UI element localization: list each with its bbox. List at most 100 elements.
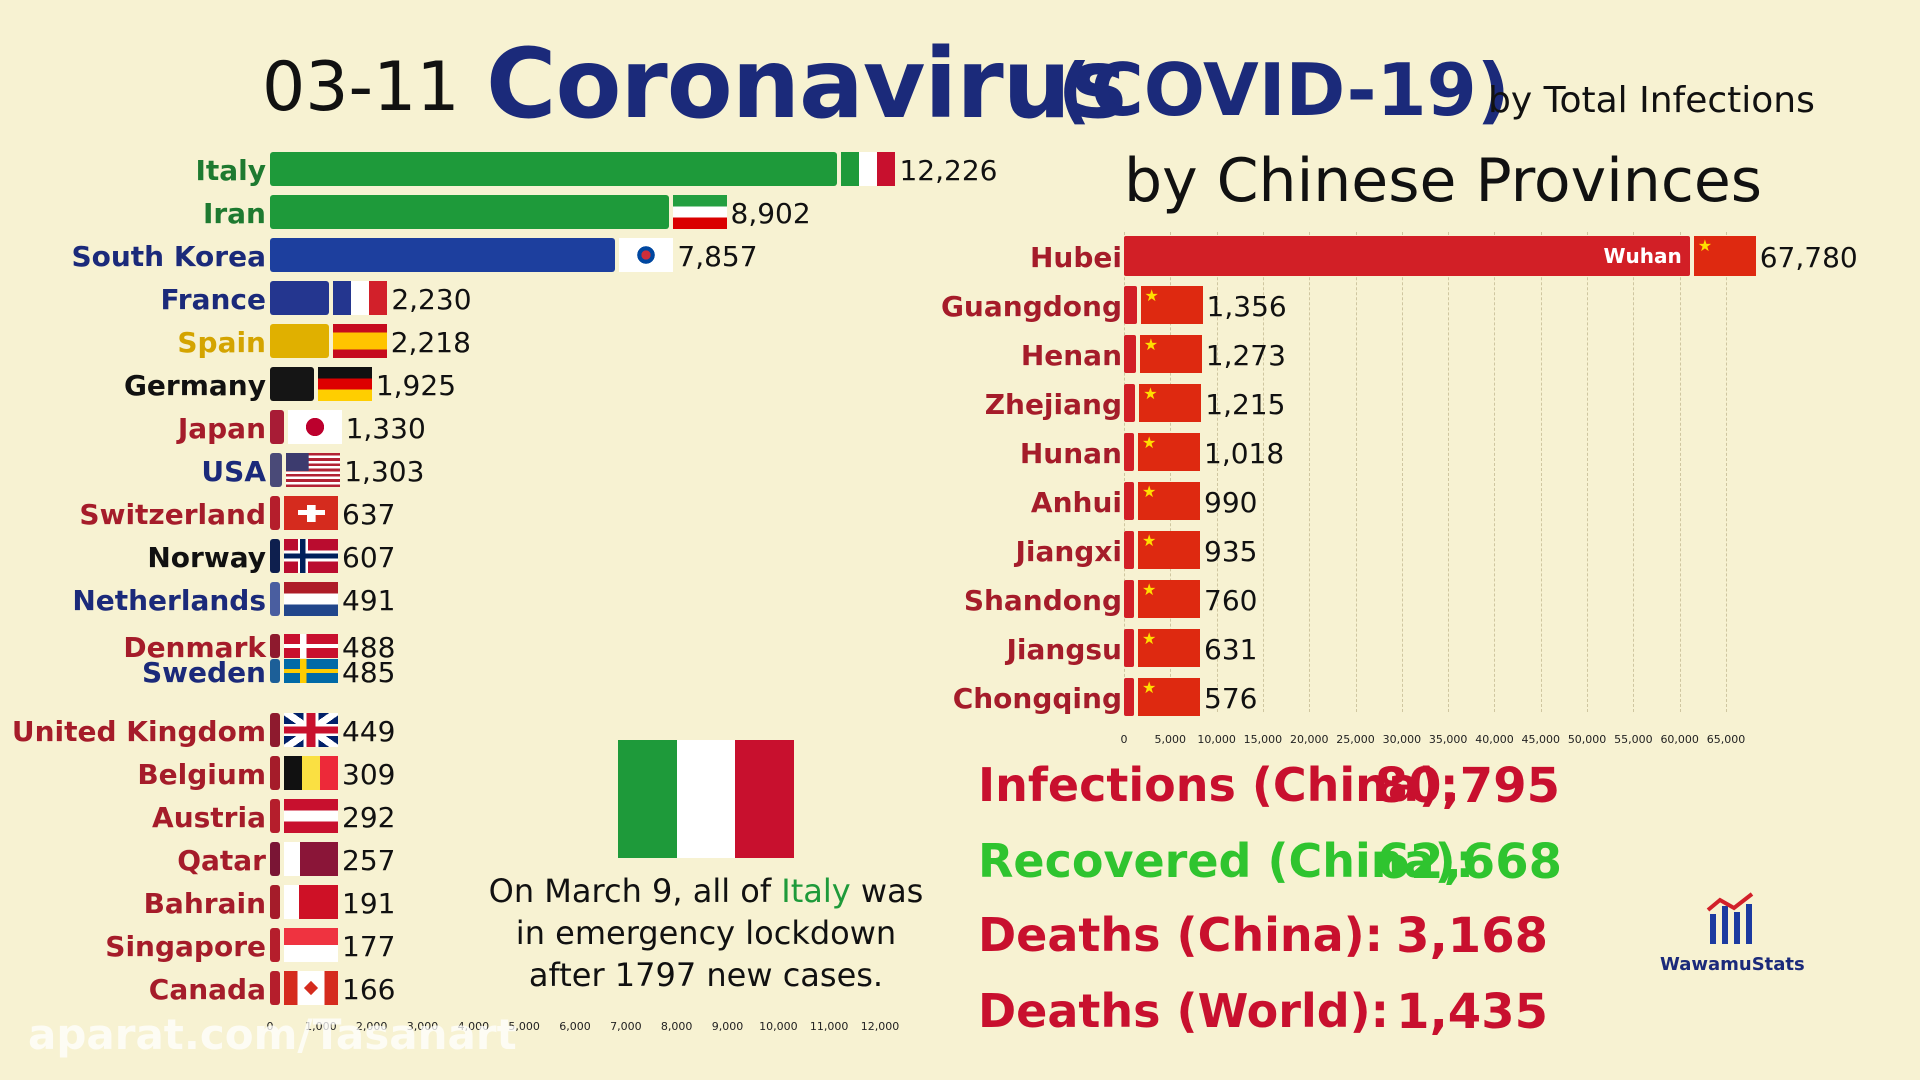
country-label: Iran (202, 197, 266, 230)
belgium-flag-icon (284, 756, 338, 790)
country-label: Austria (152, 801, 266, 834)
country-label: Canada (148, 973, 266, 1006)
province-label: Henan (1020, 339, 1122, 372)
country-bar (270, 496, 280, 530)
country-value: 491 (342, 584, 396, 617)
country-label: France (160, 283, 266, 316)
country-label: Denmark (123, 631, 266, 664)
country-value: 1,925 (375, 369, 457, 402)
country-value: 257 (342, 844, 396, 877)
x-tick-label: 35,000 (1428, 733, 1468, 746)
italy-flag-icon (841, 152, 896, 186)
province-value: 1,215 (1205, 388, 1286, 421)
x-tick-label: 6,000 (559, 1020, 591, 1033)
grid-line (1494, 232, 1496, 712)
united-kingdom-flag-icon (284, 713, 338, 747)
grid-line (1448, 232, 1450, 712)
country-value: 1,330 (345, 412, 426, 445)
qatar-flag-icon (284, 842, 338, 876)
province-label: Guangdong (940, 290, 1122, 323)
star-icon: ★ (1142, 433, 1157, 452)
country-value: 485 (342, 656, 396, 689)
x-tick-label: 0 (1120, 733, 1128, 746)
country-label: Netherlands (72, 584, 266, 617)
grid-line (1216, 232, 1218, 712)
province-value: 1,018 (1204, 437, 1285, 470)
country-value: 309 (342, 758, 396, 791)
province-bar (1124, 629, 1134, 667)
maple-leaf-icon (303, 980, 319, 996)
denmark-flag-icon (284, 634, 338, 658)
stat-label: Deaths (World): (978, 984, 1390, 1038)
x-tick-label: 4,000 (457, 1020, 490, 1033)
province-value: 990 (1204, 486, 1258, 519)
china-flag-icon: ★ (1138, 433, 1200, 471)
country-value: 292 (342, 801, 396, 834)
province-label: Hunan (1019, 437, 1122, 470)
country-label: Singapore (105, 930, 266, 963)
iran-flag-icon (672, 195, 727, 229)
country-label: Spain (177, 326, 266, 359)
province-value: 67,780 (1759, 241, 1858, 274)
x-tick-label: 65,000 (1706, 733, 1746, 746)
grid-line (1587, 232, 1589, 712)
grid-line (1633, 232, 1635, 712)
lockdown-note: On March 9, all of Italy was in emergenc… (486, 870, 926, 996)
country-label: Japan (177, 412, 266, 445)
x-tick-label: 5,000 (508, 1020, 540, 1033)
country-bar (270, 324, 329, 358)
x-tick-label: 45,000 (1521, 733, 1561, 746)
country-bar (270, 453, 283, 487)
x-tick-label: 11,000 (809, 1020, 849, 1033)
province-label: Zhejiang (984, 388, 1122, 421)
country-bar (270, 659, 280, 683)
grid-line (1170, 232, 1172, 712)
x-tick-label: 15,000 (1243, 733, 1283, 746)
country-bar (270, 367, 314, 401)
note-line2: in emergency lockdown (515, 914, 897, 952)
stat-label: Deaths (China): (978, 908, 1384, 962)
china-flag-icon: ★ (1139, 384, 1202, 422)
country-value: 7,857 (677, 240, 758, 273)
star-icon: ★ (1144, 286, 1159, 305)
x-tick-label: 25,000 (1336, 733, 1375, 746)
china-flag-icon: ★ (1138, 629, 1200, 667)
france-flag-icon (333, 281, 388, 315)
country-value: 177 (342, 930, 396, 963)
south-korea-flag-icon (619, 238, 674, 272)
province-bar: Wuhan (1124, 236, 1690, 276)
country-value: 637 (342, 498, 396, 531)
country-label: Germany (123, 369, 266, 402)
grid-line (1401, 232, 1403, 712)
note-line1-em: Italy (781, 872, 851, 910)
country-value: 488 (342, 631, 396, 664)
star-icon: ★ (1142, 629, 1157, 648)
province-bar (1124, 384, 1136, 422)
subtitle-provinces: by Chinese Provinces (1124, 146, 1762, 216)
grid-line (1679, 232, 1681, 712)
note-line1-post: was (850, 872, 924, 910)
china-flag-icon: ★ (1138, 482, 1200, 520)
china-flag-icon: ★ (1138, 678, 1200, 716)
province-bar (1124, 678, 1134, 716)
x-tick-label: 10,000 (1197, 733, 1236, 746)
province-bar (1124, 482, 1134, 520)
usa-flag-icon (286, 453, 341, 487)
stat-value: 1,435 (1396, 984, 1548, 1040)
canada-flag-icon (284, 971, 338, 1005)
country-value: 2,218 (390, 326, 471, 359)
country-value: 8,902 (730, 197, 811, 230)
country-value: 607 (342, 541, 396, 574)
country-bar (270, 410, 284, 444)
note-line3: after 1797 new cases. (528, 956, 884, 994)
stat-value: 62,668 (1376, 834, 1562, 890)
grid-line (1262, 232, 1264, 712)
country-value: 166 (342, 973, 396, 1006)
country-label: Sweden (142, 656, 266, 689)
china-flag-icon: ★ (1138, 580, 1200, 618)
country-label: Belgium (137, 758, 266, 791)
x-tick-label: 50,000 (1567, 733, 1607, 746)
grid-line (1355, 232, 1357, 712)
spain-flag-icon (332, 324, 387, 358)
star-icon: ★ (1142, 482, 1157, 501)
